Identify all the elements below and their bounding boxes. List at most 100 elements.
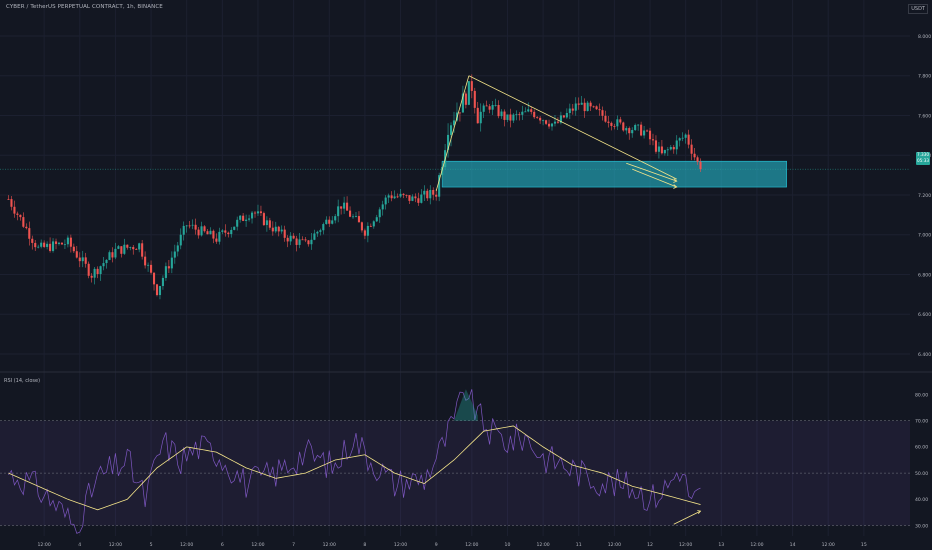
candle-body bbox=[539, 117, 542, 121]
symbol-title[interactable]: CYBER / TetherUS PERPETUAL CONTRACT, 1h,… bbox=[6, 4, 163, 10]
candle-body bbox=[482, 105, 485, 112]
candle-body bbox=[268, 220, 271, 228]
candle-body bbox=[601, 110, 604, 116]
candle-body bbox=[521, 111, 524, 115]
candle-body bbox=[414, 196, 417, 199]
price-tick-label: 7.600 bbox=[918, 113, 931, 119]
candle-body bbox=[170, 257, 173, 269]
candle-body bbox=[366, 225, 369, 236]
candle-body bbox=[467, 81, 470, 105]
arrow-head bbox=[673, 178, 678, 183]
candle-body bbox=[236, 219, 239, 227]
candle-body bbox=[696, 157, 699, 162]
candle-body bbox=[402, 193, 405, 195]
rsi-arrow-head bbox=[697, 510, 702, 514]
candle-body bbox=[411, 196, 414, 201]
candle-body bbox=[28, 228, 31, 239]
time-tick-label: 12:00 bbox=[679, 542, 692, 548]
candle-body bbox=[393, 196, 396, 199]
candle-body bbox=[684, 134, 687, 138]
decline-trendline bbox=[468, 75, 677, 180]
candle-body bbox=[360, 222, 363, 231]
candle-body bbox=[663, 149, 666, 154]
candle-body bbox=[155, 284, 159, 296]
last-price-value: 7.330 bbox=[917, 152, 929, 157]
candle-body bbox=[491, 105, 494, 110]
candle-body bbox=[375, 217, 378, 222]
candle-body bbox=[63, 244, 66, 246]
time-tick-label: 9 bbox=[435, 542, 438, 548]
time-tick-label: 11 bbox=[576, 542, 582, 548]
candle-body bbox=[81, 257, 84, 262]
time-tick-label: 12:00 bbox=[38, 542, 51, 548]
candle-body bbox=[289, 235, 292, 242]
candle-body bbox=[553, 121, 557, 124]
candle-body bbox=[408, 195, 411, 201]
candle-body bbox=[449, 125, 453, 135]
candle-body bbox=[111, 252, 114, 258]
candle-body bbox=[105, 259, 108, 264]
candle-body bbox=[423, 190, 426, 195]
candle-body bbox=[167, 266, 170, 269]
candle-body bbox=[221, 230, 224, 232]
candle-body bbox=[699, 161, 702, 170]
candle-body bbox=[307, 240, 310, 245]
candle-body bbox=[690, 144, 693, 154]
candle-body bbox=[117, 246, 120, 249]
price-tick-label: 7.800 bbox=[918, 74, 931, 80]
trend-drawings[interactable] bbox=[435, 75, 678, 192]
time-tick-label: 12:00 bbox=[750, 542, 763, 548]
candle-body bbox=[488, 106, 491, 110]
time-tick-label: 12:00 bbox=[323, 542, 336, 548]
candle-body bbox=[141, 243, 144, 257]
candle-body bbox=[672, 147, 675, 150]
last-price-tag: 7.330 05:33 bbox=[916, 152, 930, 165]
time-tick-label: 8 bbox=[363, 542, 366, 548]
price-axis[interactable]: 8.0007.8007.6007.4007.2007.0006.8006.600… bbox=[918, 34, 931, 358]
candle-body bbox=[687, 134, 690, 145]
time-tick-label: 12:00 bbox=[822, 542, 835, 548]
candle-body bbox=[509, 114, 512, 121]
rsi-ma-line bbox=[8, 425, 701, 511]
candle-body bbox=[334, 216, 337, 221]
rsi-indicator-label[interactable]: RSI (14, close) bbox=[4, 378, 41, 384]
candle-body bbox=[657, 146, 660, 152]
candle-body bbox=[331, 220, 334, 224]
candle-body bbox=[470, 81, 473, 91]
rsi-divergence-arrow bbox=[673, 510, 701, 525]
candle-body bbox=[49, 243, 52, 251]
candle-body bbox=[533, 111, 536, 118]
candle-body bbox=[144, 256, 147, 266]
time-tick-label: 12:00 bbox=[251, 542, 264, 548]
time-tick-label: 12 bbox=[647, 542, 653, 548]
candle-body bbox=[545, 120, 548, 124]
candle-body bbox=[271, 227, 274, 232]
price-tick-label: 7.200 bbox=[918, 193, 931, 199]
rsi-axis[interactable]: 80.00 70.00 60.00 50.00 40.00 30.00 bbox=[915, 392, 928, 529]
candle-body bbox=[524, 111, 527, 113]
time-tick-label: 6 bbox=[221, 542, 224, 548]
candle-body bbox=[304, 239, 307, 241]
time-axis[interactable]: 12:00 4 12:00 5 12:00 6 12:00 7 12:00 8 12:00 9 12:0… bbox=[38, 542, 867, 548]
candle-body bbox=[283, 229, 286, 238]
candle-body bbox=[429, 189, 432, 199]
currency-button[interactable]: USDT bbox=[908, 4, 928, 14]
candle-body bbox=[476, 107, 479, 124]
candle-body bbox=[120, 246, 123, 254]
candle-body bbox=[319, 230, 322, 232]
candle-body bbox=[604, 115, 607, 122]
candle-body bbox=[248, 218, 251, 220]
candle-body bbox=[75, 251, 78, 258]
candle-body bbox=[129, 247, 132, 248]
rsi-tick-label: 70.00 bbox=[915, 418, 928, 424]
time-tick-label: 12:00 bbox=[394, 542, 407, 548]
candle-body bbox=[580, 102, 583, 105]
candle-body bbox=[384, 197, 387, 205]
support-zone[interactable] bbox=[0, 160, 910, 188]
candle-body bbox=[369, 225, 372, 227]
candle-body bbox=[200, 226, 203, 236]
candle-body bbox=[660, 146, 663, 154]
candle-body bbox=[405, 194, 408, 196]
rsi-overbought-fill bbox=[454, 389, 478, 421]
